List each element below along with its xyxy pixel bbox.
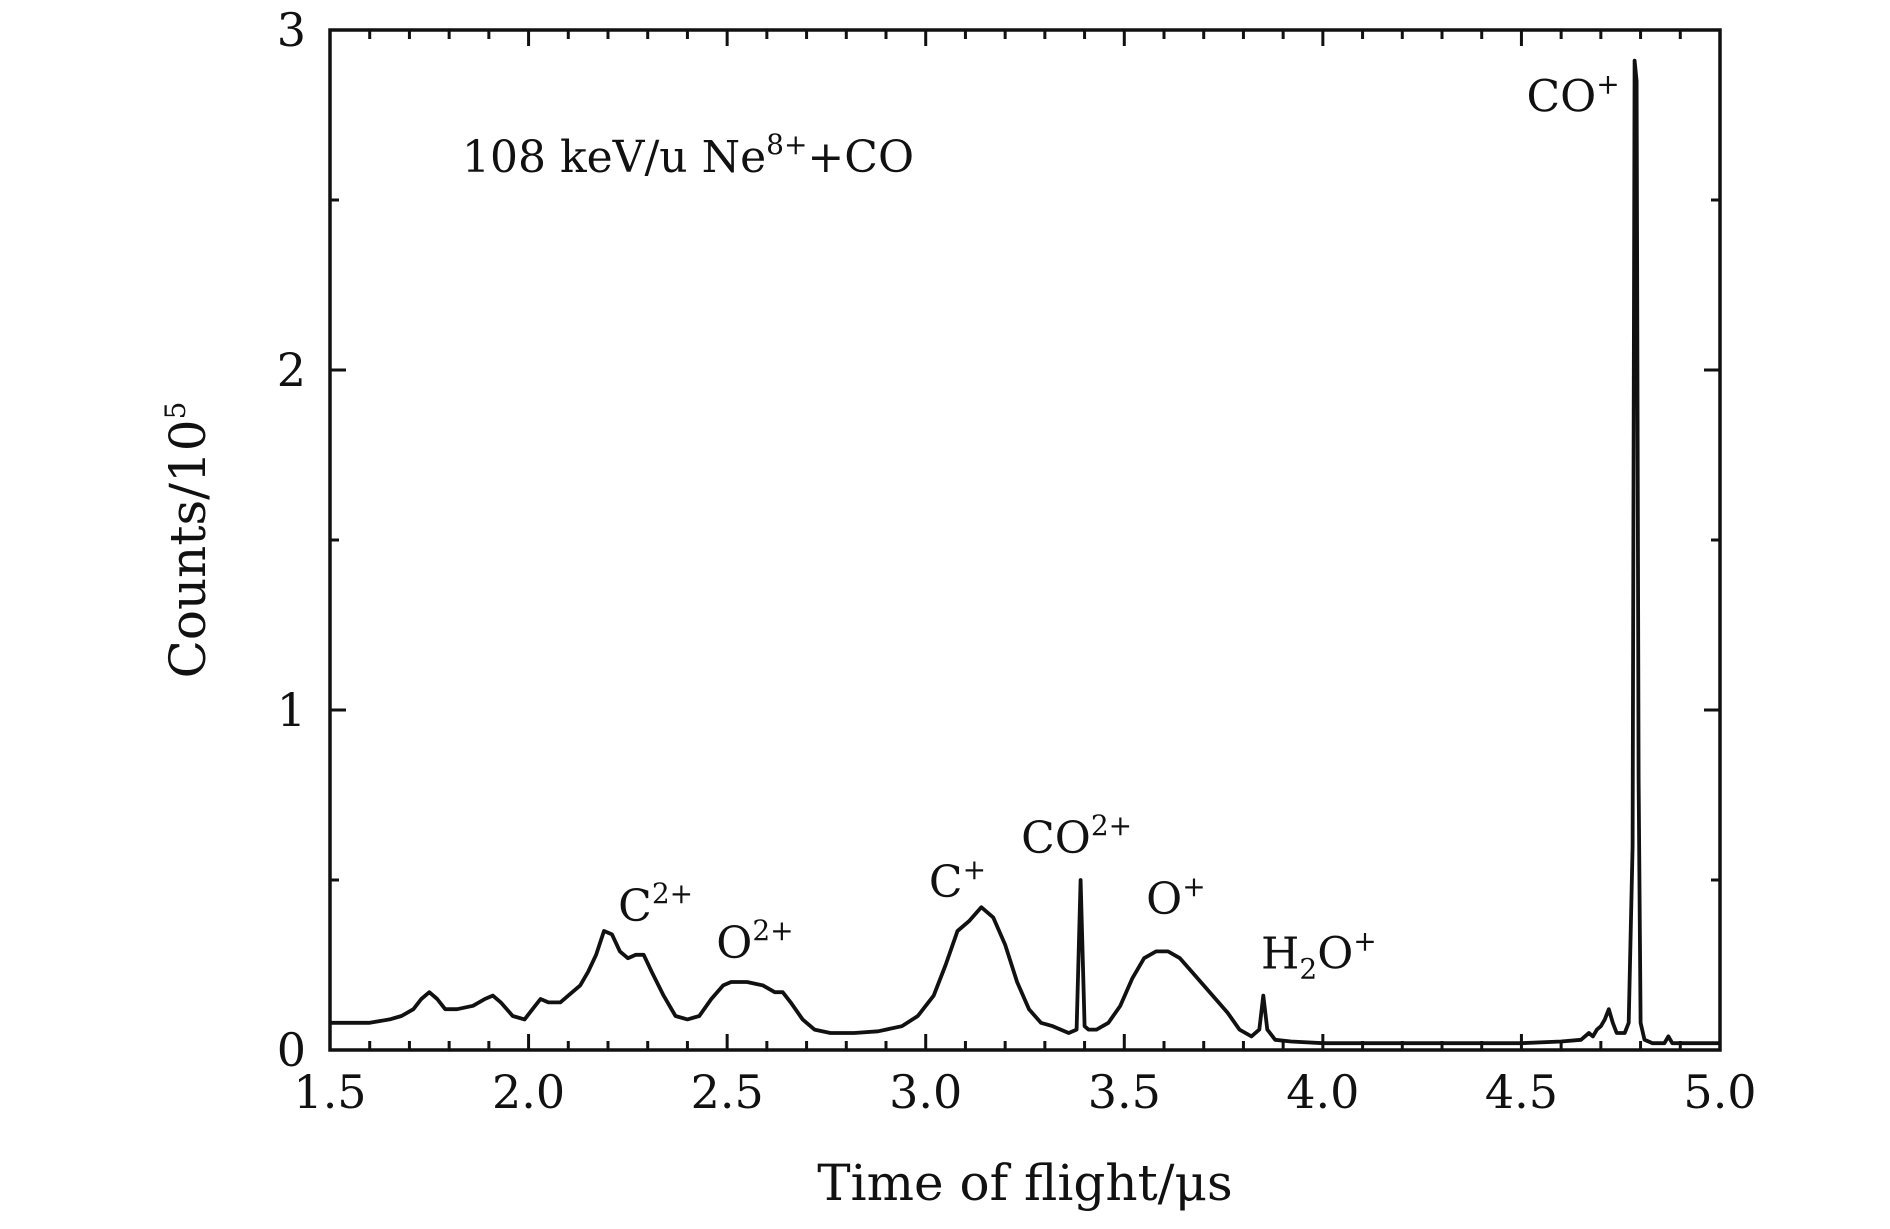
peak-label-sup: + <box>1596 68 1619 101</box>
plot-frame <box>328 28 1722 1052</box>
trace-layer <box>330 58 1720 1046</box>
y-tick-label: 0 <box>277 1023 306 1077</box>
peak-label: H2O+ <box>1261 924 1377 985</box>
peak-label: O2+ <box>716 914 793 969</box>
peak-label-sup: 2+ <box>752 914 793 947</box>
x-tick-label: 5.0 <box>1683 1065 1756 1119</box>
experiment-annotation: 108 keV/u Ne8++CO <box>462 128 914 183</box>
peak-label-sup: + <box>1182 870 1205 903</box>
annotation-prefix: 108 keV/u Ne <box>462 132 766 183</box>
y-tick-label: 1 <box>277 683 306 737</box>
x-tick-label: 4.5 <box>1485 1065 1558 1119</box>
x-tick-label: 3.5 <box>1088 1065 1161 1119</box>
peak-label-base: C <box>929 857 963 908</box>
peak-label: CO+ <box>1526 68 1619 123</box>
peak-label: C2+ <box>618 877 693 932</box>
peak-label-base: O <box>1146 874 1182 925</box>
peak-label-after: O <box>1317 928 1353 979</box>
x-tick-label: 3.0 <box>889 1065 962 1119</box>
peak-label-sup: + <box>1353 924 1376 957</box>
peak-label-base: H <box>1261 928 1299 979</box>
peak-label: CO2+ <box>1021 809 1132 864</box>
x-tick-label: 1.5 <box>293 1065 366 1119</box>
y-axis-title-base: Counts/10 <box>159 419 217 678</box>
annotation-sup: 8+ <box>766 128 807 161</box>
peak-label-base: CO <box>1526 72 1596 123</box>
peak-label-base: O <box>716 918 752 969</box>
x-tick-label: 2.5 <box>691 1065 764 1119</box>
peak-label-sup: 2+ <box>652 877 693 910</box>
peak-label: C+ <box>929 853 986 908</box>
peak-label: O+ <box>1146 870 1206 925</box>
annotation-suffix: +CO <box>807 132 914 183</box>
y-tick-label: 3 <box>277 3 306 57</box>
peak-label-base: C <box>618 881 652 932</box>
peak-label-sup: 2+ <box>1091 809 1132 842</box>
y-tick-label: 2 <box>277 343 306 397</box>
x-tick-label: 2.0 <box>492 1065 565 1119</box>
x-tick-label: 4.0 <box>1286 1065 1359 1119</box>
x-axis-title: Time of flight/μs <box>817 1154 1232 1212</box>
axes <box>328 28 1722 1052</box>
peak-label-sub: 2 <box>1299 952 1317 985</box>
y-axis-title: Counts/105 <box>159 402 217 679</box>
peak-label-base: CO <box>1021 813 1091 864</box>
labels: 1.5 2.0 2.5 3.0 3.5 4.0 4.5 5.0 0 1 2 3 Time of flig… <box>159 3 1757 1212</box>
peak-label-sup: + <box>963 853 986 886</box>
tof-trace <box>330 58 1720 1046</box>
y-axis-title-sup: 5 <box>159 402 192 420</box>
